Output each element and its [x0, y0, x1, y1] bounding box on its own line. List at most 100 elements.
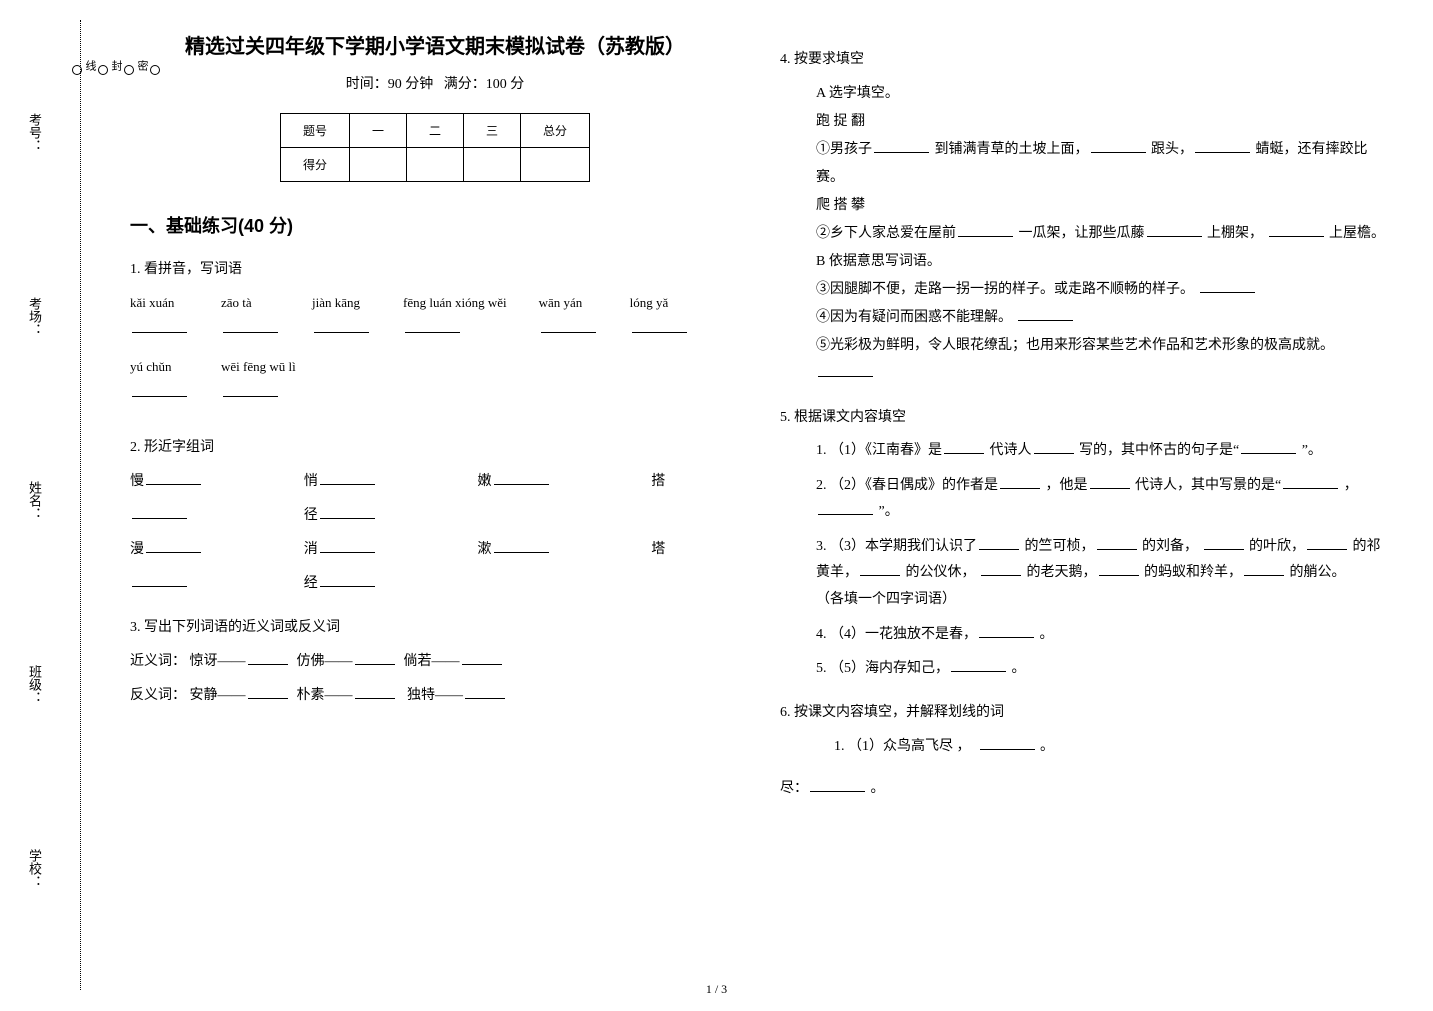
answer-blank[interactable] [951, 656, 1006, 672]
char-cell: 漫 [130, 536, 278, 564]
answer-blank[interactable] [1204, 534, 1244, 550]
q4-A-header: A 选字填空。 [816, 80, 1390, 108]
answer-blank[interactable] [494, 469, 549, 485]
answer-blank[interactable] [223, 381, 278, 397]
answer-blank[interactable] [248, 683, 288, 699]
answer-blank[interactable] [132, 317, 187, 333]
answer-blank[interactable] [132, 381, 187, 397]
time-text: 时间：90 分钟 [346, 77, 434, 92]
answer-blank[interactable] [462, 649, 502, 665]
pinyin-item: fēng luán xióng wěi [403, 290, 507, 344]
q6-item-1: 1. （1）众鸟高飞尽 ， 。 [780, 733, 1390, 761]
answer-blank[interactable] [980, 734, 1035, 750]
answer-blank[interactable] [494, 537, 549, 553]
answer-blank[interactable] [1034, 438, 1074, 454]
answer-blank[interactable] [1091, 137, 1146, 153]
answer-blank[interactable] [355, 683, 395, 699]
score-col-3: 三 [464, 114, 521, 148]
q3-number: 3. 写出下列词语的近义词或反义词 [130, 614, 740, 642]
answer-blank[interactable] [1241, 438, 1296, 454]
answer-blank[interactable] [355, 649, 395, 665]
q6-number: 6. 按课文内容填空，并解释划线的词 [780, 699, 1390, 727]
answer-blank[interactable] [132, 571, 187, 587]
q4-B-header: B 依据意思写词语。 [816, 248, 1390, 276]
answer-blank[interactable] [1000, 473, 1040, 489]
answer-blank[interactable] [1200, 277, 1255, 293]
answer-blank[interactable] [320, 571, 375, 587]
q5-item-5: 5. （5）海内存知己， 。 [816, 656, 1390, 683]
exam-title: 精选过关四年级下学期小学语文期末模拟试卷（苏教版） [130, 30, 740, 59]
synonym-row: 近义词： 惊讶—— 仿佛—— 倘若—— [130, 648, 740, 676]
score-col-1: 一 [349, 114, 406, 148]
answer-blank[interactable] [1244, 560, 1284, 576]
answer-blank[interactable] [1097, 534, 1137, 550]
answer-blank[interactable] [860, 560, 900, 576]
char-cell: 径 [304, 502, 452, 530]
answer-blank[interactable] [223, 317, 278, 333]
pinyin-item: jiàn kāng [312, 290, 371, 344]
answer-blank[interactable] [979, 534, 1019, 550]
question-6: 6. 按课文内容填空，并解释划线的词 1. （1）众鸟高飞尽 ， 。 尽： 。 [780, 699, 1390, 803]
char-cell: 嫩 [478, 468, 626, 496]
left-column: 精选过关四年级下学期小学语文期末模拟试卷（苏教版） 时间：90 分钟 满分：10… [130, 30, 740, 819]
section-1-header: 一、基础练习(40 分) [130, 212, 740, 238]
answer-blank[interactable] [248, 649, 288, 665]
pinyin-item: yú chǔn [130, 354, 189, 408]
q5-item-3: 3. （3）本学期我们认识了 的竺可桢， 的刘备， 的叶欣， 的祁黄羊， 的公仪… [816, 534, 1390, 614]
answer-blank[interactable] [320, 469, 375, 485]
answer-blank[interactable] [818, 499, 873, 515]
answer-blank[interactable] [1147, 221, 1202, 237]
answer-blank[interactable] [146, 469, 201, 485]
answer-blank[interactable] [874, 137, 929, 153]
q4-A2-line: ②乡下人家总爱在屋前 一瓜架，让那些瓜藤 上棚架， 上屋檐。 [816, 220, 1390, 248]
answer-blank[interactable] [958, 221, 1013, 237]
q5-item-1: 1. （1）《江南春》是 代诗人 写的，其中怀古的句子是“ ”。 [816, 438, 1390, 465]
question-5: 5. 根据课文内容填空 1. （1）《江南春》是 代诗人 写的，其中怀古的句子是… [780, 404, 1390, 683]
char-cell: 经 [304, 570, 452, 598]
label-school: 学校： [25, 849, 44, 888]
exam-subtitle: 时间：90 分钟 满分：100 分 [130, 73, 740, 93]
answer-blank[interactable] [632, 317, 687, 333]
answer-blank[interactable] [320, 503, 375, 519]
page-number: 1 / 3 [0, 982, 1433, 997]
answer-blank[interactable] [405, 317, 460, 333]
answer-blank[interactable] [541, 317, 596, 333]
answer-blank[interactable] [1090, 473, 1130, 489]
seam-char-xian: 线 [82, 60, 98, 960]
q4-B4: ④因为有疑问而困惑不能理解。 [816, 304, 1390, 332]
answer-blank[interactable] [981, 560, 1021, 576]
score-cell [464, 148, 521, 182]
right-column: 4. 按要求填空 A 选字填空。 跑 捉 翻 ①男孩子 到铺满青草的土坡上面， … [780, 30, 1390, 819]
answer-blank[interactable] [810, 776, 865, 792]
answer-blank[interactable] [1269, 221, 1324, 237]
answer-blank[interactable] [146, 537, 201, 553]
q4-B3: ③因腿脚不便，走路一拐一拐的样子。或走路不顺畅的样子。 [816, 276, 1390, 304]
seam-char-feng: 封 [108, 60, 124, 960]
answer-blank[interactable] [979, 622, 1034, 638]
char-cell: 搭 [651, 468, 740, 496]
pinyin-item: lóng yǎ [630, 290, 689, 344]
char-cell: 慢 [130, 468, 278, 496]
char-cell [130, 570, 278, 598]
char-cell [130, 502, 278, 530]
answer-blank[interactable] [132, 503, 187, 519]
score-table: 题号 一 二 三 总分 得分 [280, 113, 590, 182]
q4-A1-opts: 跑 捉 翻 [816, 108, 1390, 136]
answer-blank[interactable] [944, 438, 984, 454]
answer-blank[interactable] [1099, 560, 1139, 576]
answer-blank[interactable] [1018, 305, 1073, 321]
answer-blank[interactable] [818, 361, 873, 377]
answer-blank[interactable] [320, 537, 375, 553]
answer-blank[interactable] [314, 317, 369, 333]
answer-blank[interactable] [465, 683, 505, 699]
char-cell: 悄 [304, 468, 452, 496]
pinyin-item: wān yán [539, 290, 598, 344]
answer-blank[interactable] [1195, 137, 1250, 153]
q5-item-2: 2. （2）《春日偶成》的作者是 ，他是 代诗人，其中写景的是“ ， ”。 [816, 473, 1390, 526]
answer-blank[interactable] [1283, 473, 1338, 489]
q4-A2-opts: 爬 搭 攀 [816, 192, 1390, 220]
q4-B5: ⑤光彩极为鲜明，令人眼花缭乱；也用来形容某些艺术作品和艺术形象的极高成就。 [816, 332, 1390, 388]
answer-blank[interactable] [1307, 534, 1347, 550]
q1-number: 1. 看拼音，写词语 [130, 256, 740, 284]
score-hdr-score: 得分 [280, 148, 349, 182]
